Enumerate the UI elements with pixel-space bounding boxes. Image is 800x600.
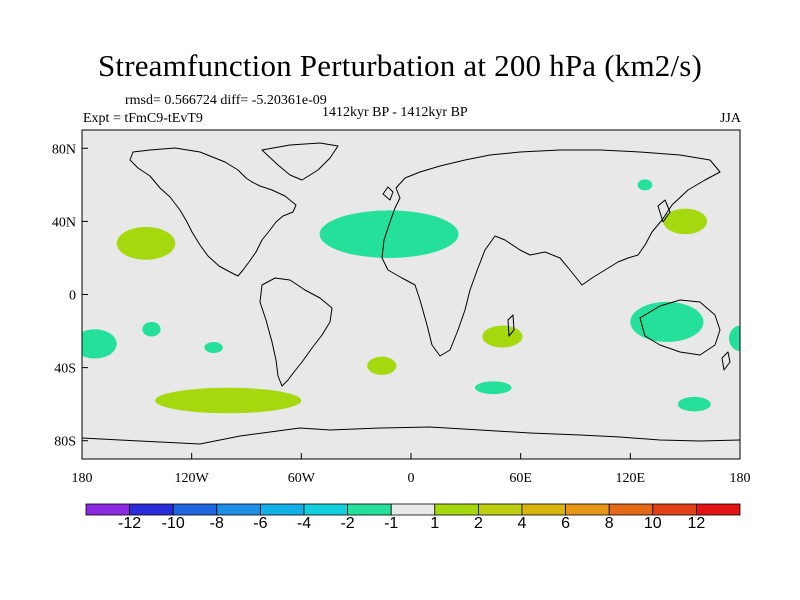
- colorbar-label: 6: [561, 515, 571, 532]
- colorbar-swatch: [652, 503, 697, 516]
- colorbar-label: 12: [687, 515, 706, 532]
- contour-region-madagascar-positive: [482, 325, 523, 348]
- contour-region-north-atlantic-negative: [319, 210, 459, 258]
- colorbar-label: 10: [643, 515, 662, 532]
- coastlines: [82, 142, 740, 445]
- colorbar-label: -2: [340, 515, 355, 532]
- colorbar-swatch: [259, 503, 305, 516]
- contour-region-small-central-pacific-negative: [204, 342, 223, 353]
- contour-region-small-south-pacific-negative: [142, 321, 161, 337]
- colorbar: [85, 503, 741, 516]
- colorbar-label: -10: [161, 515, 185, 532]
- colorbar-swatch: [477, 503, 523, 516]
- colorbar-swatch: [390, 503, 436, 516]
- colorbar-swatch: [521, 503, 566, 516]
- colorbar-swatch: [172, 503, 218, 516]
- contour-region-north-pacific-positive: [116, 226, 176, 260]
- map-frame: [81, 129, 741, 460]
- colorbar-swatch: [696, 503, 741, 516]
- coastline-greenland: [261, 142, 339, 181]
- colorbar-swatch: [434, 503, 479, 516]
- y-tick-label: 80N: [52, 142, 76, 157]
- colorbar-label: -12: [118, 515, 142, 532]
- y-tick-label: 80S: [54, 435, 76, 450]
- x-tick-label: 0: [408, 471, 415, 486]
- x-tick-label: 120E: [616, 471, 646, 486]
- colorbar-swatch: [565, 503, 610, 516]
- season-label: JJA: [719, 111, 741, 126]
- colorbar-swatch: [85, 503, 130, 516]
- experiment-label: Expt = tFmC9-tEvT9: [83, 111, 203, 126]
- y-tick-label: 40S: [54, 362, 76, 377]
- colorbar-label: 4: [517, 515, 527, 532]
- x-tick-label: 60E: [509, 471, 532, 486]
- coastline-eurasia-africa: [381, 149, 721, 357]
- x-tick-label: 60W: [288, 471, 316, 486]
- period-label: 1412kyr BP - 1412kyr BP: [322, 105, 468, 120]
- y-tick-label: 0: [69, 289, 76, 304]
- stats-line: rmsd= 0.566724 diff= -5.20361e-09: [125, 93, 327, 108]
- contour-region-australia-negative: [630, 301, 704, 343]
- colorbar-label: 1: [430, 515, 440, 532]
- colorbar-label: -8: [209, 515, 224, 532]
- coastline-australia: [639, 299, 721, 356]
- colorbar-label: -1: [384, 515, 399, 532]
- contour-region-south-atlantic-positive: [367, 356, 397, 375]
- colorbar-swatch: [608, 503, 654, 516]
- colorbar-swatch: [347, 503, 392, 516]
- coastline-japan: [657, 199, 671, 223]
- colorbar-swatch: [303, 503, 348, 516]
- coastline-antarctica: [82, 426, 740, 445]
- contour-regions: [82, 179, 740, 414]
- contour-region-tasman-negative: [677, 396, 711, 412]
- colorbar-label: 8: [604, 515, 614, 532]
- plot-title: Streamfunction Perturbation at 200 hPa (…: [97, 48, 703, 83]
- contour-region-japan-positive: [663, 208, 708, 235]
- contour-region-far-east-pacific-negative: [729, 325, 740, 352]
- colorbar-swatch: [129, 503, 174, 516]
- x-tick-label: 180: [72, 471, 93, 486]
- contour-region-east-pacific-negative: [82, 329, 117, 359]
- contour-region-small-northeast-asia-negative: [637, 179, 653, 191]
- coastline-north-america: [129, 147, 297, 277]
- coastline-new-zealand: [721, 351, 731, 371]
- contour-region-southern-ocean-positive: [155, 387, 302, 414]
- contour-region-indian-ocean-negative: [474, 381, 512, 395]
- coastline-british-isles: [382, 186, 394, 201]
- colorbar-label: -6: [253, 515, 268, 532]
- colorbar-swatch: [216, 503, 261, 516]
- x-tick-label: 180: [730, 471, 751, 486]
- coastline-madagascar: [507, 314, 515, 337]
- y-tick-label: 40N: [52, 215, 76, 230]
- colorbar-label: -4: [296, 515, 312, 532]
- x-tick-label: 120W: [175, 471, 210, 486]
- colorbar-label: 2: [473, 515, 483, 532]
- tick-labels: 80N 40N 0 40S 80S 180 120W 60W 0 60E 120E 180: [52, 142, 751, 486]
- coastline-south-america: [259, 277, 333, 387]
